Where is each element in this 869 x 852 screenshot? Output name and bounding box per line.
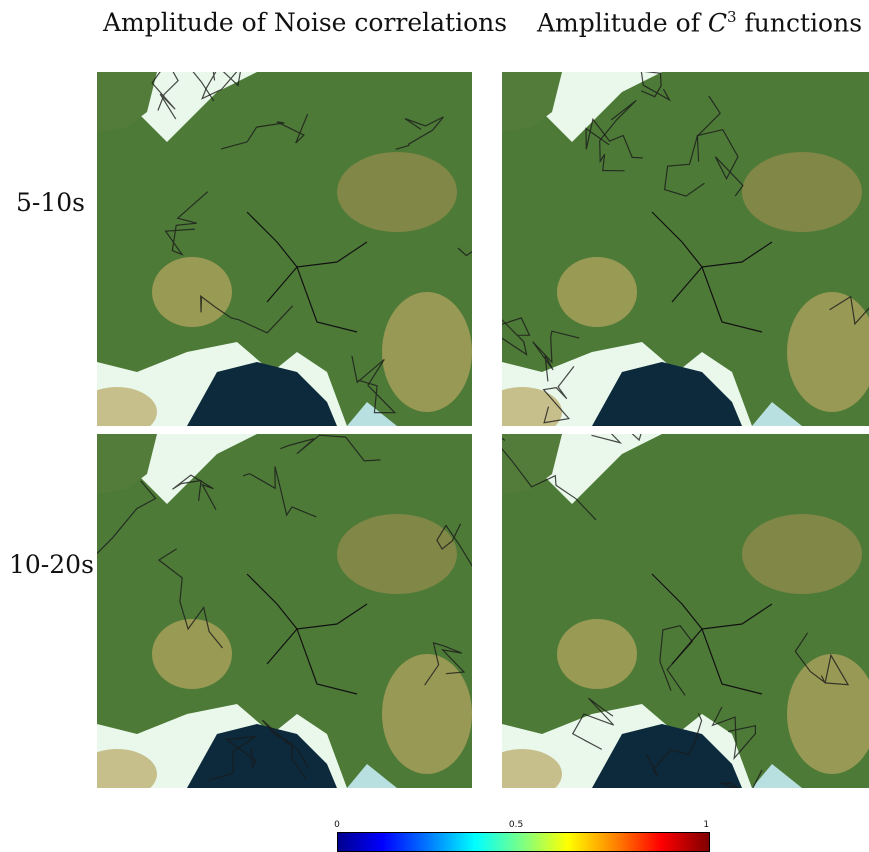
map-panel-noise-5-10s	[97, 72, 472, 426]
column-title-noise: Amplitude of Noise correlations	[103, 8, 508, 37]
map-panel-c3-10-20s	[502, 434, 869, 788]
colorbar-tick: 1	[703, 820, 710, 830]
column-title-c3: Amplitude of C3 functions	[537, 8, 863, 38]
colorbar-gradient	[337, 832, 710, 852]
map-panel-noise-10-20s	[97, 434, 472, 788]
map-panel-c3-5-10s	[502, 72, 869, 426]
colorbar: 0 0.5 1	[334, 820, 710, 852]
colorbar-tick: 0	[334, 820, 340, 830]
row-label-10-20s: 10-20s	[9, 550, 94, 579]
row-label-5-10s: 5-10s	[16, 188, 85, 217]
colorbar-ticks: 0 0.5 1	[334, 820, 710, 832]
colorbar-tick: 0.5	[508, 820, 524, 830]
